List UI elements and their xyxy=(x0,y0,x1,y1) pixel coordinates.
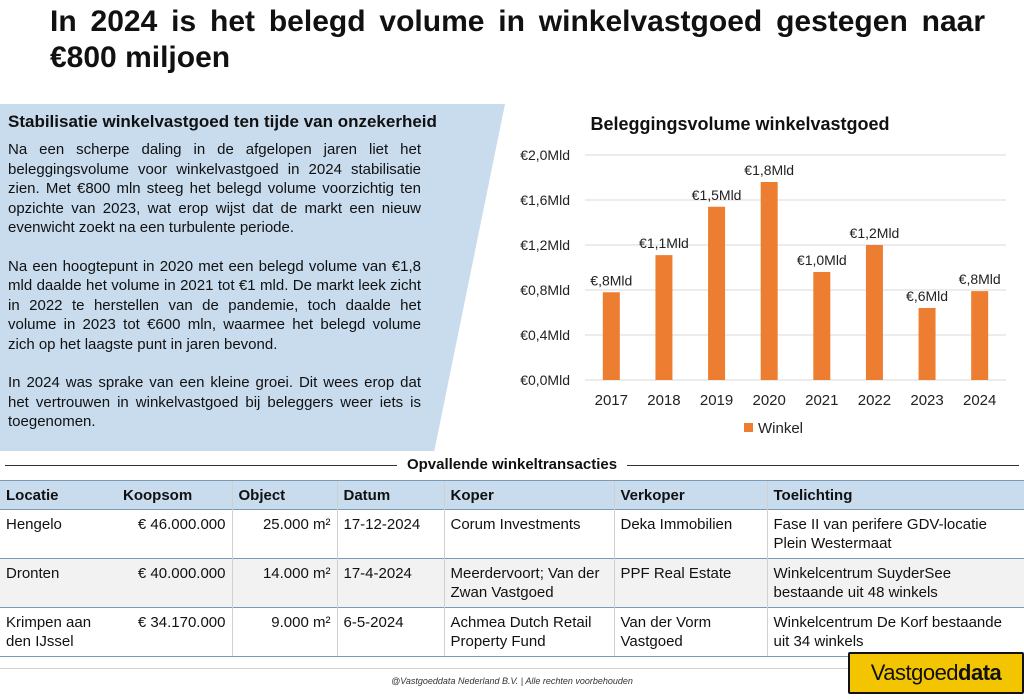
panel-paragraph: Na een scherpe daling in de afgelopen ja… xyxy=(8,141,421,236)
x-tick-label: 2021 xyxy=(805,392,838,409)
page-title: In 2024 is het belegd volume in winkelva… xyxy=(50,5,985,74)
cell-koopsom: € 46.000.000 xyxy=(105,509,232,559)
data-label: €1,5Mld xyxy=(692,187,742,203)
x-tick-label: 2017 xyxy=(595,392,628,409)
column-header: Koopsom xyxy=(105,480,232,510)
column-header: Object xyxy=(231,480,337,510)
table-header-row: Locatie Koopsom Object Datum Koper Verko… xyxy=(0,480,1024,510)
table-row: Hengelo € 46.000.000 25.000 m² 17-12-202… xyxy=(0,509,1024,559)
cell-locatie: Dronten xyxy=(0,558,105,608)
data-label: €1,8Mld xyxy=(744,162,794,178)
bar xyxy=(655,255,673,380)
cell-koopsom: € 34.170.000 xyxy=(105,607,232,657)
x-tick-label: 2023 xyxy=(910,392,943,409)
bar xyxy=(602,292,620,380)
summary-panel xyxy=(0,104,505,451)
y-tick-label: €1,2Mld xyxy=(520,237,570,253)
x-tick-label: 2018 xyxy=(647,392,680,409)
bar xyxy=(760,182,778,380)
bar xyxy=(918,308,936,380)
cell-object: 14.000 m² xyxy=(231,558,337,608)
legend-label: Winkel xyxy=(758,420,803,437)
cell-koper: Achmea Dutch Retail Property Fund xyxy=(443,607,614,657)
data-label: €,6Mld xyxy=(906,288,948,304)
data-label: €,8Mld xyxy=(959,271,1001,287)
bar xyxy=(708,206,726,380)
cell-datum: 6-5-2024 xyxy=(336,607,444,657)
y-tick-label: €0,8Mld xyxy=(520,282,570,298)
y-tick-label: €2,0Mld xyxy=(520,147,570,163)
cell-verkoper: PPF Real Estate xyxy=(613,558,767,608)
legend-swatch xyxy=(744,423,753,432)
bar xyxy=(865,245,883,380)
logo-text-part2: data xyxy=(958,660,1002,685)
panel-paragraph: Na een hoogtepunt in 2020 met een belegd… xyxy=(8,257,421,353)
x-tick-label: 2024 xyxy=(963,392,996,409)
data-label: €1,0Mld xyxy=(797,252,847,268)
panel-heading: Stabilisatie winkelvastgoed ten tijde va… xyxy=(8,112,437,131)
vastgoeddata-logo: Vastgoed data xyxy=(848,652,1024,694)
cell-koper: Corum Investments xyxy=(443,509,614,559)
cell-locatie: Krimpen aan den IJssel xyxy=(0,607,105,657)
y-tick-label: €0,0Mld xyxy=(520,372,570,388)
cell-object: 9.000 m² xyxy=(231,607,337,657)
chart-title: Beleggingsvolume winkelvastgoed xyxy=(590,114,890,134)
logo-text-part1: Vastgoed xyxy=(870,660,959,685)
cell-datum: 17-4-2024 xyxy=(336,558,444,608)
x-tick-label: 2022 xyxy=(858,392,891,409)
cell-koopsom: € 40.000.000 xyxy=(105,558,232,608)
footer-copyright: @Vastgoeddata Nederland B.V. | Alle rech… xyxy=(391,676,633,686)
y-tick-label: €1,6Mld xyxy=(520,192,570,208)
cell-toelichting: Winkelcentrum De Korf bestaande uit 34 w… xyxy=(766,607,1024,657)
column-header: Toelichting xyxy=(766,480,1024,510)
data-label: €1,1Mld xyxy=(639,235,689,251)
cell-datum: 17-12-2024 xyxy=(336,509,444,559)
bar xyxy=(813,272,831,380)
panel-paragraph: In 2024 was sprake van een kleine groei.… xyxy=(8,374,421,430)
data-label: €,8Mld xyxy=(590,272,632,288)
table-row: Dronten € 40.000.000 14.000 m² 17-4-2024… xyxy=(0,558,1024,608)
cell-toelichting: Winkelcentrum SuyderSee bestaande uit 48… xyxy=(766,558,1024,608)
y-tick-label: €0,4Mld xyxy=(520,327,570,343)
column-header: Datum xyxy=(336,480,444,510)
x-tick-label: 2020 xyxy=(753,392,786,409)
column-header: Verkoper xyxy=(613,480,767,510)
cell-object: 25.000 m² xyxy=(231,509,337,559)
footer-rule xyxy=(0,668,1024,669)
bar-chart: €0,0Mld €0,4Mld €0,8Mld €1,2Mld €1,6Mld €2,0M… xyxy=(520,147,1006,437)
bar xyxy=(971,291,989,380)
transactions-table: Locatie Koopsom Object Datum Koper Verko… xyxy=(0,480,1024,657)
data-label: €1,2Mld xyxy=(850,225,900,241)
table-row: Krimpen aan den IJssel € 34.170.000 9.00… xyxy=(0,607,1024,657)
column-header: Locatie xyxy=(0,480,105,510)
cell-toelichting: Fase II van perifere GDV-locatie Plein W… xyxy=(766,509,1024,559)
cell-locatie: Hengelo xyxy=(0,509,105,559)
panel-text: Na een scherpe daling in de afgelopen ja… xyxy=(8,140,421,451)
cell-verkoper: Van der Vorm Vastgoed xyxy=(613,607,767,657)
cell-verkoper: Deka Immobilien xyxy=(613,509,767,559)
table-heading: Opvallende winkeltransacties xyxy=(396,456,628,473)
cell-koper: Meerdervoort; Van der Zwan Vastgoed xyxy=(443,558,614,608)
x-tick-label: 2019 xyxy=(700,392,733,409)
table-heading-row: Opvallende winkeltransacties xyxy=(0,454,1024,476)
column-header: Koper xyxy=(443,480,614,510)
